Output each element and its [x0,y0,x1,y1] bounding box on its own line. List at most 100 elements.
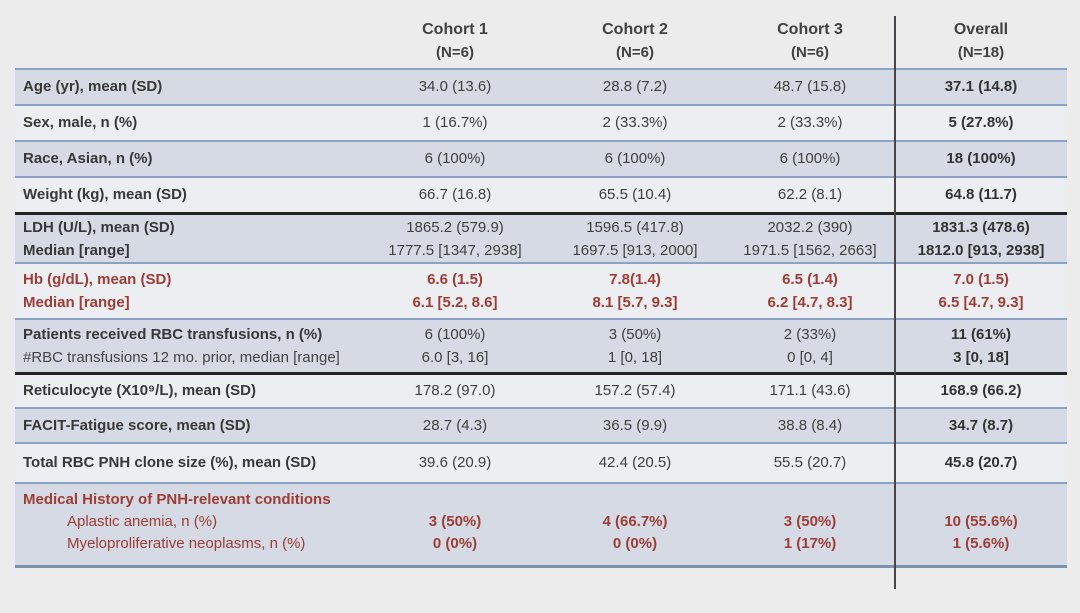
mean-value: 1831.3 (478.6) [932,218,1030,236]
row-label: Total RBC PNH clone size (%), mean (SD) [23,454,317,471]
mean-value: 7.0 (1.5) [953,271,1009,288]
mean-value: 1596.5 (417.8) [586,218,684,236]
median-value: 1697.5 [913, 2000] [572,241,698,259]
overall-title: Overall [953,21,1009,38]
median-value: 1812.0 [913, 2938] [917,241,1045,259]
table-row-aplastic-anemia: Aplastic anemia, n (%) 3 (50%) 4 (66.7%)… [15,511,1067,533]
overall-value: 45.8 (20.7) [944,454,1018,471]
row-label-line2: Median [range] [23,241,130,259]
table-row-rbc-transfusions: Patients received RBC transfusions, n (%… [15,318,1067,372]
cohort2-value: 4 (66.7%) [602,513,668,530]
mean-value: 7.8(1.4) [609,271,661,288]
row-label: Myeloproliferative neoplasms, n (%) [67,535,306,552]
median-value: 6.2 [4.7, 8.3] [767,294,853,311]
col-header-cohort1: Cohort 1 (N=6) [365,18,545,64]
cohort3-value: 6.5 (1.4) 6.2 [4.7, 8.3] [725,268,895,314]
table-body: Age (yr), mean (SD) 34.0 (13.6) 28.8 (7.… [15,68,1067,568]
cohort1-value: 6.6 (1.5) 6.1 [5.2, 8.6] [365,268,545,314]
col-header-cohort2: Cohort 2 (N=6) [545,18,725,64]
mean-value: 1865.2 (579.9) [406,218,504,236]
n-value: 6 (100%) [424,326,486,343]
table-row-hb: Hb (g/dL), mean (SD) Median [range] 6.6 … [15,262,1067,318]
row-label: Weight (kg), mean (SD) [23,186,187,203]
cohort1-value: 28.7 (4.3) [422,416,488,434]
cohort1-n: (N=6) [436,44,474,61]
cohort3-value: 62.2 (8.1) [777,186,843,203]
cohort1-title: Cohort 1 [422,21,488,38]
overall-value: 64.8 (11.7) [945,186,1017,203]
cohort3-value: 2 (33%) 0 [0, 4] [725,323,895,369]
mean-value: 6.5 (1.4) [782,271,838,288]
median-value: 6.5 [4.7, 9.3] [938,294,1024,311]
median-value: 0 [0, 4] [787,349,833,366]
cohort3-value: 171.1 (43.6) [769,382,851,399]
table-row-reticulocyte: Reticulocyte (X10⁹/L), mean (SD) 178.2 (… [15,372,1067,407]
table-row-sex: Sex, male, n (%) 1 (16.7%) 2 (33.3%) 2 (… [15,104,1067,140]
median-value: 1777.5 [1347, 2938] [388,241,522,259]
row-label-line1: LDH (U/L), mean (SD) [23,218,175,236]
cohort3-value: 3 (50%) [783,513,837,530]
row-label: Sex, male, n (%) [23,114,138,131]
cohort1-value: 66.7 (16.8) [418,186,492,203]
cohort1-value: 3 (50%) [428,513,482,530]
col-header-overall: Overall (N=18) [895,18,1067,64]
mean-value: 2032.2 (390) [767,218,853,236]
cohort3-value: 2032.2 (390) 1971.5 [1562, 2663] [725,216,895,262]
overall-n: (N=18) [957,44,1005,61]
row-label: FACIT-Fatigue score, mean (SD) [23,416,251,434]
overall-value: 1 (5.6%) [952,535,1010,552]
cohort1-value: 1 (16.7%) [422,114,488,131]
cohort2-value: 3 (50%) 1 [0, 18] [545,323,725,369]
row-label: Aplastic anemia, n (%) [67,513,218,530]
cohort3-value: 55.5 (20.7) [773,454,847,471]
n-value: 11 (61%) [950,326,1012,343]
medical-history-header-row: Medical History of PNH-relevant conditio… [15,489,1067,511]
cohort3-value: 2 (33.3%) [777,114,843,131]
cohort2-value: 42.4 (20.5) [598,454,672,471]
cohort3-value: 48.7 (15.8) [773,78,847,95]
cohort2-value: 2 (33.3%) [602,114,668,131]
cohort1-value: 6 (100%) 6.0 [3, 16] [365,323,545,369]
cohort2-title: Cohort 2 [602,21,668,38]
table-section-medical-history: Medical History of PNH-relevant conditio… [15,482,1067,565]
cohort1-value: 39.6 (20.9) [418,454,492,471]
median-value: 1971.5 [1562, 2663] [743,241,877,259]
overall-value: 168.9 (66.2) [940,382,1022,399]
row-label: Race, Asian, n (%) [23,150,153,167]
table-row-age: Age (yr), mean (SD) 34.0 (13.6) 28.8 (7.… [15,68,1067,104]
row-label-line2: Median [range] [23,294,130,311]
cohort2-value: 157.2 (57.4) [594,382,676,399]
overall-value: 34.7 (8.7) [948,416,1014,434]
row-label-line1: Hb (g/dL), mean (SD) [23,271,172,288]
n-value: 3 (50%) [608,326,662,343]
row-label: Patients received RBC transfusions, n (%… [15,323,365,369]
overall-value: 1831.3 (478.6) 1812.0 [913, 2938] [895,216,1067,262]
baseline-characteristics-table: Cohort 1 (N=6) Cohort 2 (N=6) Cohort 3 (… [15,14,1067,589]
table-row-weight: Weight (kg), mean (SD) 66.7 (16.8) 65.5 … [15,176,1067,212]
table-row-facit: FACIT-Fatigue score, mean (SD) 28.7 (4.3… [15,407,1067,442]
cohort1-value: 34.0 (13.6) [418,78,492,95]
cohort1-value: 6 (100%) [424,150,486,167]
overall-value: 7.0 (1.5) 6.5 [4.7, 9.3] [895,268,1067,314]
cohort1-value: 178.2 (97.0) [414,382,496,399]
cohort3-value: 1 (17%) [783,535,837,552]
cohort3-n: (N=6) [791,44,829,61]
median-value: 6.1 [5.2, 8.6] [412,294,498,311]
cohort2-n: (N=6) [616,44,654,61]
row-label-line2: #RBC transfusions 12 mo. prior, median [… [23,349,340,366]
row-label: LDH (U/L), mean (SD) Median [range] [15,216,365,262]
cohort3-title: Cohort 3 [777,21,843,38]
cohort2-value: 7.8(1.4) 8.1 [5.7, 9.3] [545,268,725,314]
table-row-race: Race, Asian, n (%) 6 (100%) 6 (100%) 6 (… [15,140,1067,176]
mean-value: 6.6 (1.5) [427,271,483,288]
median-value: 1 [0, 18] [607,349,663,366]
row-label: Age (yr), mean (SD) [23,78,163,95]
cohort2-value: 0 (0%) [612,535,658,552]
cohort3-value: 6 (100%) [779,150,841,167]
row-label: Hb (g/dL), mean (SD) Median [range] [15,268,365,314]
cohort1-value: 1865.2 (579.9) 1777.5 [1347, 2938] [365,216,545,262]
cohort2-value: 6 (100%) [604,150,666,167]
table-row-ldh: LDH (U/L), mean (SD) Median [range] 1865… [15,212,1067,262]
overall-value: 18 (100%) [946,150,1016,167]
